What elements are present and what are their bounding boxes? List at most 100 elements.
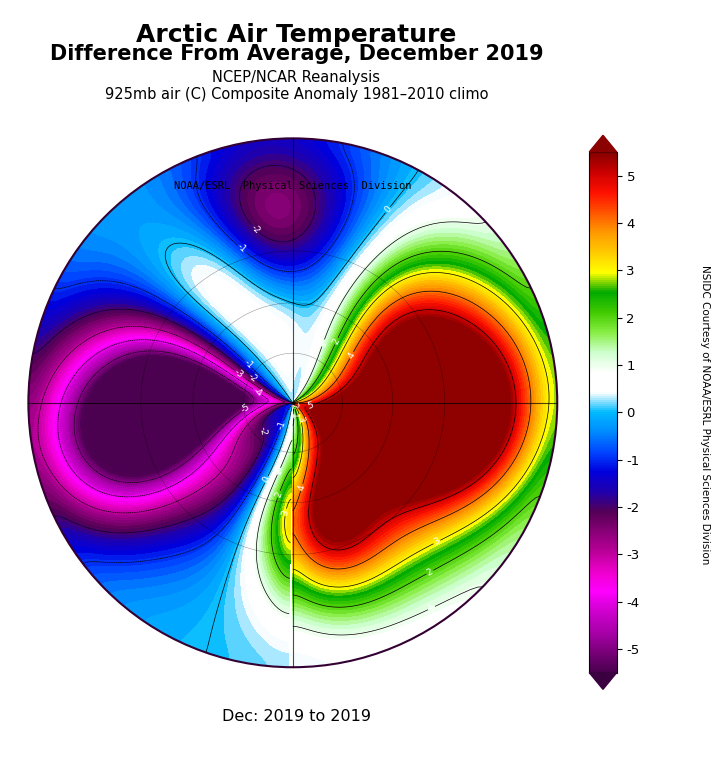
Point — [287, 397, 299, 409]
Text: 4: 4 — [296, 483, 307, 492]
Text: -1: -1 — [242, 358, 254, 371]
Point — [287, 397, 299, 409]
Point — [287, 397, 299, 409]
Point — [287, 397, 299, 409]
Text: 5: 5 — [306, 401, 314, 410]
Point — [287, 397, 299, 409]
Point — [287, 397, 299, 409]
Point — [287, 397, 299, 409]
Point — [287, 397, 299, 409]
Point — [287, 397, 299, 409]
Point — [287, 397, 299, 409]
Text: -2: -2 — [257, 426, 268, 436]
Text: NSIDC Courtesy of NOAA/ESRL Physical Sciences Division: NSIDC Courtesy of NOAA/ESRL Physical Sci… — [700, 264, 710, 564]
Text: 3: 3 — [432, 537, 442, 547]
Point — [287, 397, 299, 409]
Text: 2: 2 — [331, 337, 342, 346]
Text: NOAA/ESRL  Physical Sciences  Division: NOAA/ESRL Physical Sciences Division — [174, 181, 411, 191]
Point — [287, 397, 299, 409]
Point — [287, 397, 299, 409]
Point — [287, 397, 299, 409]
Point — [287, 397, 299, 409]
Point — [287, 397, 299, 409]
Point — [287, 397, 299, 409]
Point — [287, 397, 299, 409]
Text: 0: 0 — [261, 475, 272, 484]
Text: 1: 1 — [273, 467, 284, 476]
Point — [287, 397, 299, 409]
Point — [287, 397, 299, 409]
Point — [287, 397, 299, 409]
Point — [287, 397, 299, 409]
Point — [287, 397, 299, 409]
Text: 1: 1 — [318, 339, 328, 347]
Point — [287, 397, 299, 409]
Text: 4: 4 — [346, 350, 357, 360]
Point — [287, 397, 299, 409]
Text: Arctic Air Temperature: Arctic Air Temperature — [136, 23, 457, 47]
Point — [287, 397, 299, 409]
Text: Difference From Average, December 2019: Difference From Average, December 2019 — [50, 44, 543, 64]
Text: 2: 2 — [288, 401, 299, 410]
Text: -3: -3 — [233, 367, 245, 380]
Point — [287, 397, 299, 409]
Text: -2: -2 — [247, 371, 259, 384]
Point — [287, 397, 299, 409]
Point — [287, 397, 299, 409]
Point — [287, 397, 299, 409]
Point — [287, 397, 299, 409]
Text: -4: -4 — [251, 386, 263, 398]
Point — [287, 397, 299, 409]
Point — [287, 397, 299, 409]
Point — [287, 397, 299, 409]
Point — [287, 397, 299, 409]
Point — [287, 397, 299, 409]
Point — [287, 397, 299, 409]
Point — [287, 397, 299, 409]
Point — [287, 397, 299, 409]
Point — [287, 397, 299, 409]
Point — [287, 397, 299, 409]
Text: 925mb air (C) Composite Anomaly 1981–2010 climo: 925mb air (C) Composite Anomaly 1981–201… — [105, 87, 488, 102]
Point — [287, 397, 299, 409]
Point — [287, 397, 299, 409]
Point — [287, 397, 299, 409]
Point — [287, 397, 299, 409]
Point — [287, 397, 299, 409]
Point — [287, 397, 299, 409]
Text: -2: -2 — [249, 223, 262, 236]
Point — [287, 397, 299, 409]
Point — [287, 397, 299, 409]
Point — [287, 397, 299, 409]
Point — [287, 397, 299, 409]
Point — [287, 397, 299, 409]
Point — [287, 397, 299, 409]
Point — [287, 397, 299, 409]
Point — [287, 397, 299, 409]
Text: 1: 1 — [427, 603, 436, 613]
Point — [287, 397, 299, 409]
Point — [287, 397, 299, 409]
Point — [287, 397, 299, 409]
Text: 0: 0 — [382, 204, 393, 215]
Point — [287, 397, 299, 409]
Point — [287, 397, 299, 409]
Text: 3: 3 — [296, 415, 306, 423]
Point — [287, 397, 299, 409]
Point — [287, 397, 299, 409]
Text: NCEP/NCAR Reanalysis: NCEP/NCAR Reanalysis — [213, 70, 380, 85]
Point — [287, 397, 299, 409]
Text: -1: -1 — [235, 242, 248, 255]
Point — [287, 397, 299, 409]
Point — [287, 397, 299, 409]
Point — [287, 397, 299, 409]
Point — [287, 397, 299, 409]
Point — [287, 397, 299, 409]
Point — [287, 397, 299, 409]
Text: 2: 2 — [425, 567, 435, 578]
Point — [287, 397, 299, 409]
Point — [287, 397, 299, 409]
Point — [287, 397, 299, 409]
Point — [287, 397, 299, 409]
Point — [287, 397, 299, 409]
